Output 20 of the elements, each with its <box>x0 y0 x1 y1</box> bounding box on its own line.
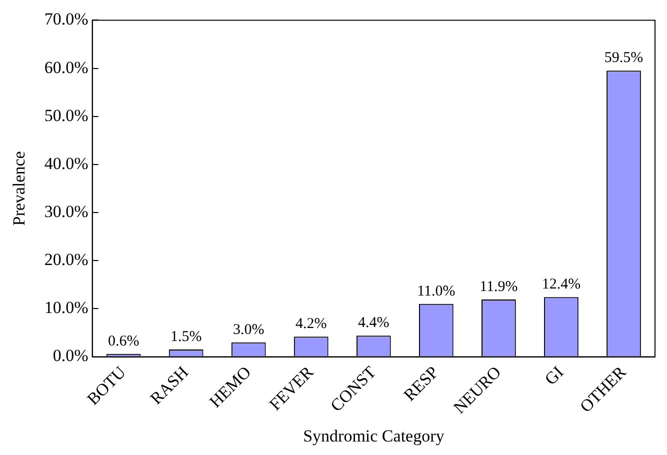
x-tick-label: GI <box>541 362 568 389</box>
y-tick-label: 50.0% <box>44 106 88 125</box>
data-label: 4.4% <box>358 315 390 332</box>
y-tick-label: 70.0% <box>44 10 88 29</box>
data-label: 11.0% <box>417 283 456 300</box>
data-label: 3.0% <box>232 322 264 338</box>
data-label: 4.2% <box>296 316 327 332</box>
data-label: 59.5% <box>604 50 644 66</box>
data-label: 12.4% <box>542 276 581 293</box>
y-tick-label: 30.0% <box>44 202 88 221</box>
data-label: 0.6% <box>108 333 140 350</box>
y-tick-label: 0.0% <box>52 346 88 366</box>
y-axis-title: Prevalence <box>10 151 29 226</box>
y-tick-label: 10.0% <box>44 298 88 318</box>
y-tick-label: 60.0% <box>44 58 88 77</box>
data-label: 11.9% <box>480 278 518 295</box>
y-tick-label: 20.0% <box>44 250 88 270</box>
y-tick-label: 40.0% <box>44 154 88 173</box>
x-axis-title: Syndromic Category <box>303 426 445 446</box>
data-label: 1.5% <box>170 328 202 345</box>
